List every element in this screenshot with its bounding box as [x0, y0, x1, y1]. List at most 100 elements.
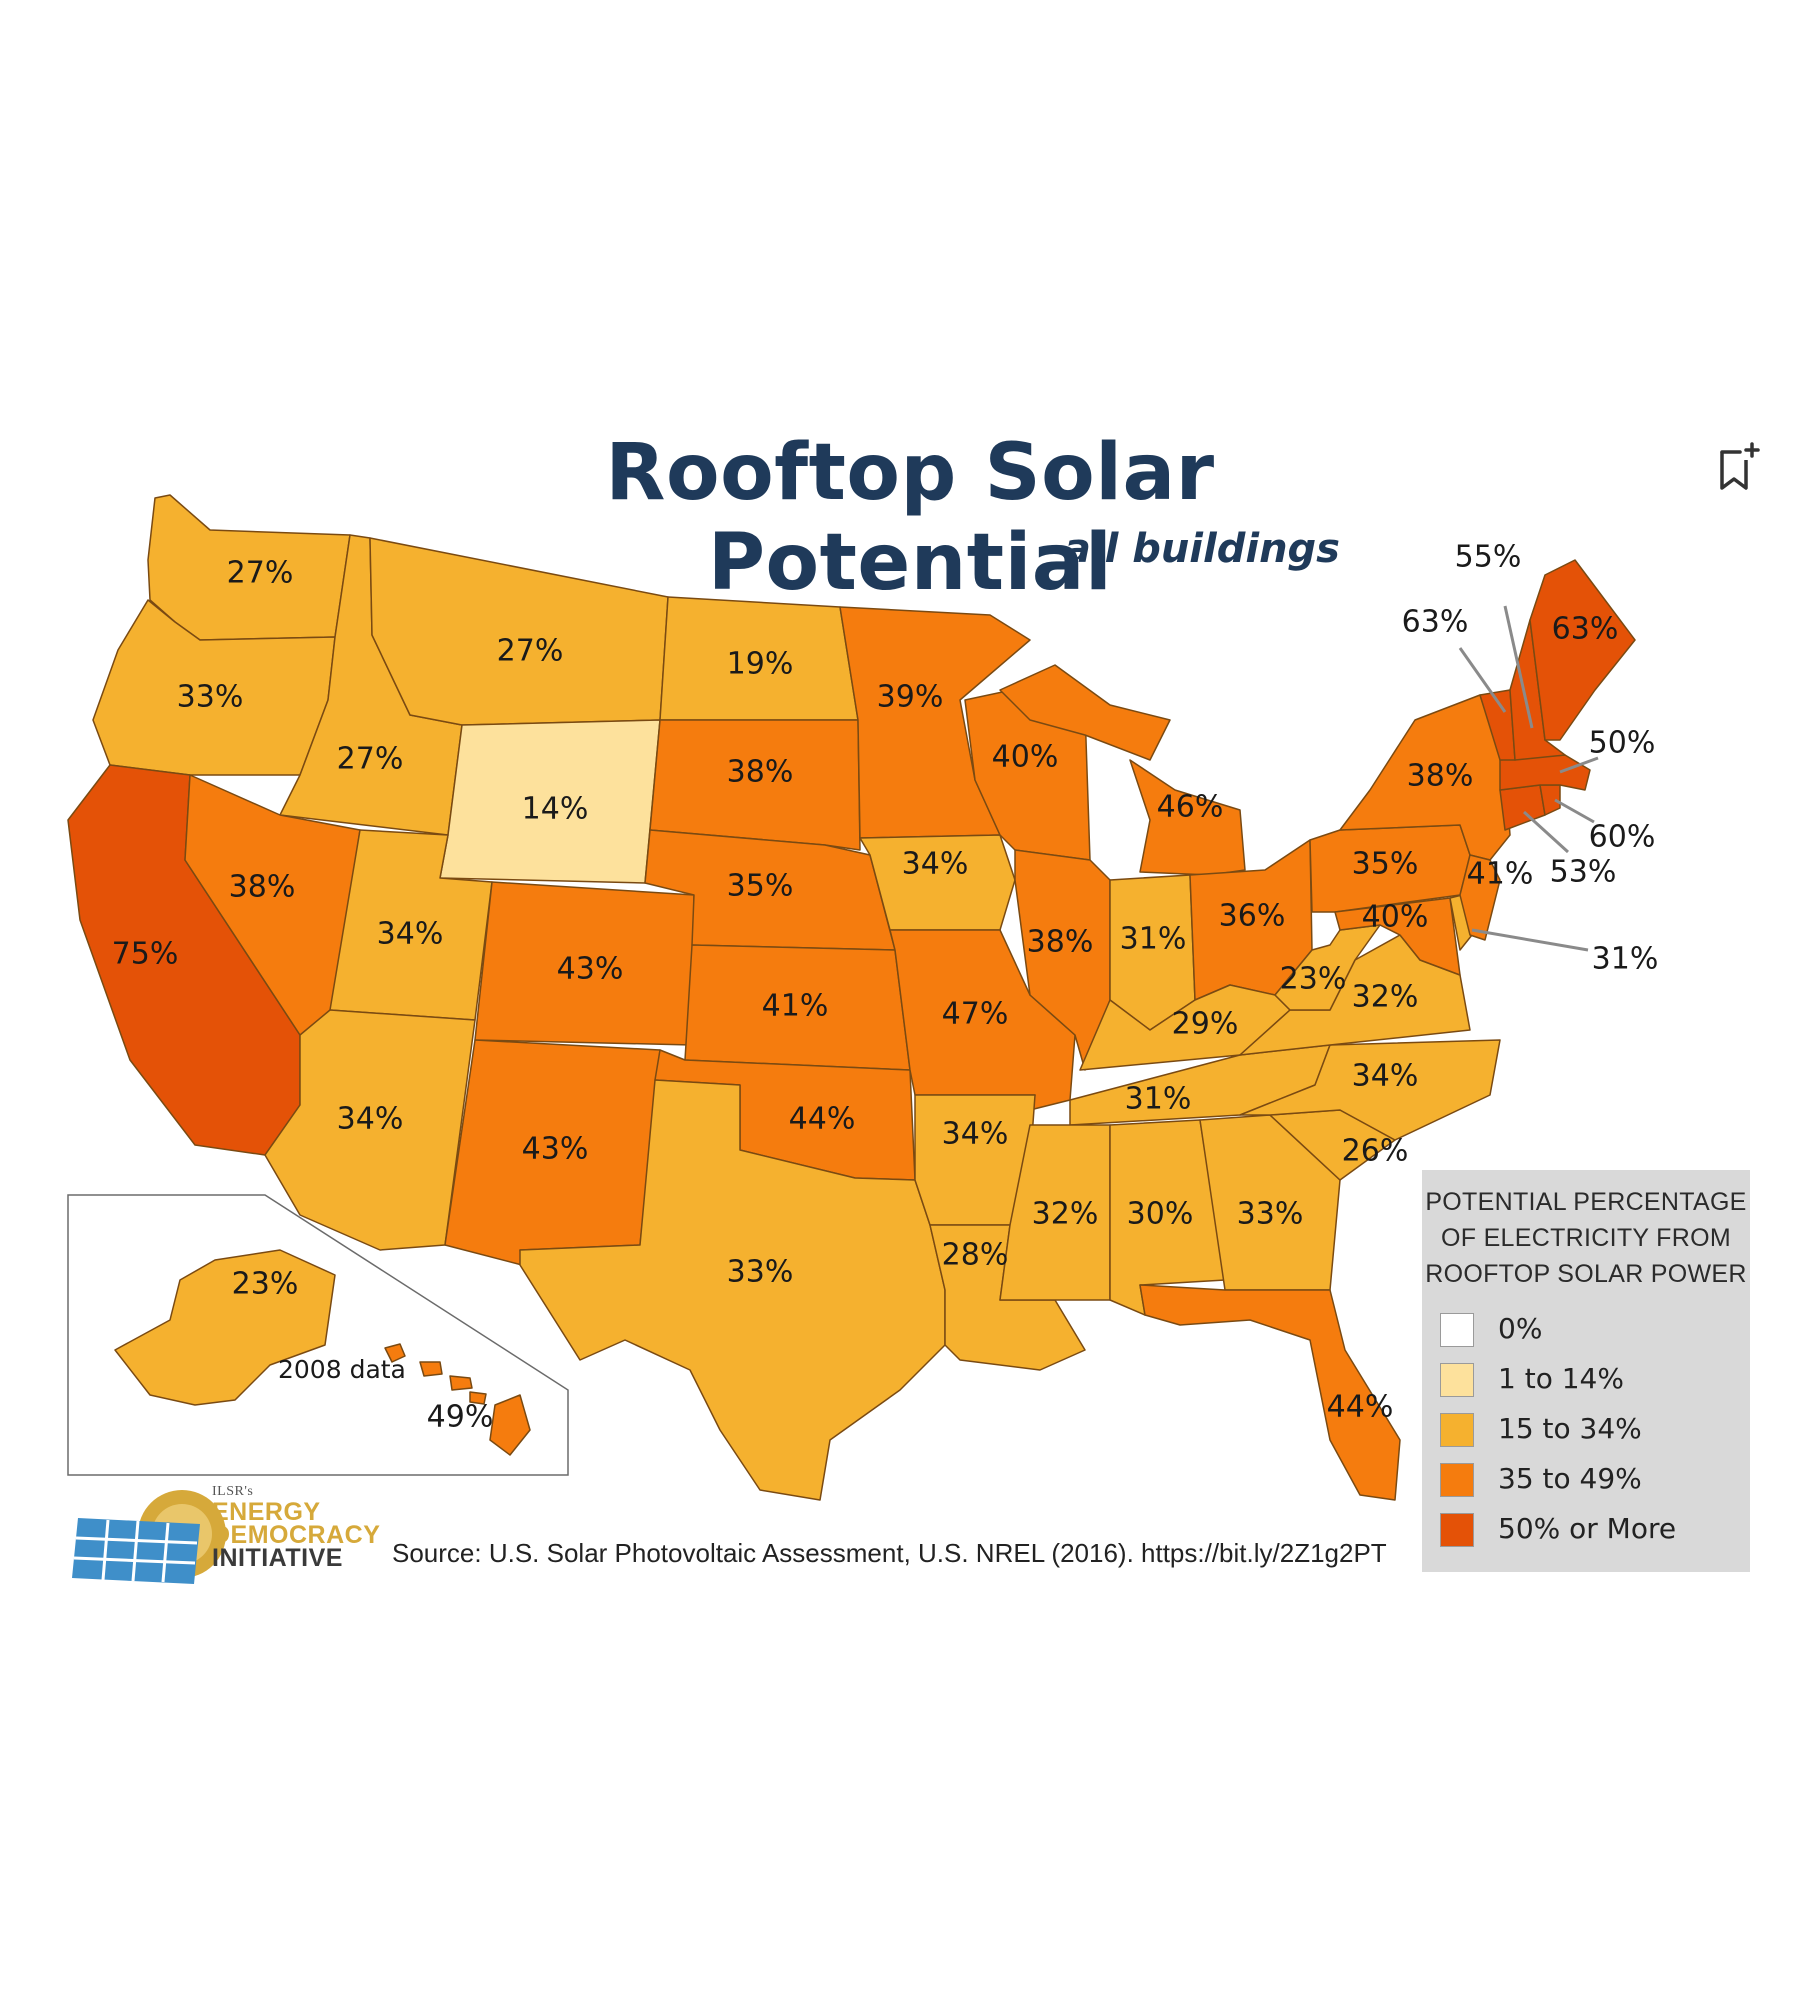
logo-line-3: INITIATIVE: [212, 1544, 343, 1572]
legend-label: 15 to 34%: [1498, 1412, 1642, 1445]
state-label-arkansas: 34%: [942, 1117, 1009, 1152]
state-label-arizona: 34%: [337, 1102, 404, 1137]
state-label-maine: 63%: [1552, 612, 1619, 647]
solar-panel-logo-icon: [72, 1490, 226, 1584]
state-label-virginia: 32%: [1352, 980, 1419, 1015]
legend-item-4: 50% or More: [1440, 1510, 1740, 1550]
state-label-massachusetts: 50%: [1589, 726, 1656, 761]
state-label-new-mexico: 43%: [522, 1132, 589, 1167]
state-hawaii-part-4[interactable]: [469, 1391, 487, 1405]
state-georgia[interactable]: [1199, 1114, 1341, 1291]
state-hawaii[interactable]: [489, 1394, 531, 1456]
state-texas[interactable]: [519, 1079, 946, 1501]
state-label-indiana: 31%: [1120, 922, 1187, 957]
state-label-louisiana: 28%: [942, 1238, 1009, 1273]
leader-line-new-hampshire: [1503, 605, 1534, 729]
state-alaska[interactable]: [114, 1249, 336, 1406]
state-label-georgia: 33%: [1237, 1197, 1304, 1232]
state-label-maryland: 40%: [1362, 900, 1429, 935]
state-label-oregon: 33%: [177, 680, 244, 715]
state-label-montana: 27%: [497, 634, 564, 669]
state-label-north-carolina: 34%: [1352, 1059, 1419, 1094]
map-subtitle: all buildings: [1063, 526, 1340, 572]
legend-label: 35 to 49%: [1498, 1462, 1642, 1495]
state-label-north-dakota: 19%: [727, 647, 794, 682]
state-label-wyoming: 14%: [522, 792, 589, 827]
state-label-washington: 27%: [227, 556, 294, 591]
state-hawaii-part-1[interactable]: [384, 1343, 406, 1363]
state-arizona[interactable]: [264, 1009, 476, 1251]
state-label-wisconsin: 40%: [992, 740, 1059, 775]
state-montana[interactable]: [369, 537, 669, 726]
state-maryland[interactable]: [1334, 897, 1461, 976]
state-label-west-virginia: 23%: [1280, 962, 1347, 997]
state-label-michigan: 46%: [1157, 790, 1224, 825]
state-label-ohio: 36%: [1219, 899, 1286, 934]
state-label-utah: 34%: [377, 917, 444, 952]
legend-title: POTENTIAL PERCENTAGE OF ELECTRICITY FROM…: [1422, 1184, 1750, 1292]
legend-item-3: 35 to 49%: [1440, 1460, 1740, 1500]
state-label-rhode-island: 60%: [1589, 820, 1656, 855]
state-label-pennsylvania: 35%: [1352, 847, 1419, 882]
legend-title-line-1: POTENTIAL PERCENTAGE: [1425, 1188, 1747, 1216]
state-label-south-carolina: 26%: [1342, 1134, 1409, 1169]
state-north-carolina[interactable]: [1239, 1039, 1501, 1141]
state-hawaii-part-2[interactable]: [419, 1361, 443, 1377]
state-label-kansas: 41%: [762, 989, 829, 1024]
legend: POTENTIAL PERCENTAGE OF ELECTRICITY FROM…: [1422, 1170, 1750, 1572]
state-massachusetts[interactable]: [1499, 754, 1591, 791]
logo-line-2: DEMOCRACY: [212, 1521, 381, 1549]
leader-line-connecticut: [1522, 810, 1570, 854]
legend-swatch: [1440, 1313, 1474, 1347]
state-label-colorado: 43%: [557, 952, 624, 987]
state-south-dakota[interactable]: [649, 719, 861, 851]
state-label-hawaii: 49%: [427, 1400, 494, 1435]
state-label-tennessee: 31%: [1125, 1082, 1192, 1117]
leader-line-vermont: [1458, 647, 1507, 713]
state-florida[interactable]: [1139, 1284, 1401, 1501]
state-label-nebraska: 35%: [727, 869, 794, 904]
state-label-idaho: 27%: [337, 742, 404, 777]
state-label-alabama: 30%: [1127, 1197, 1194, 1232]
state-label-iowa: 34%: [902, 847, 969, 882]
legend-label: 1 to 14%: [1498, 1362, 1624, 1395]
state-new-hampshire[interactable]: [1509, 619, 1566, 761]
state-michigan-part-1[interactable]: [999, 664, 1171, 761]
source-note: Source: U.S. Solar Photovoltaic Assessme…: [392, 1538, 1387, 1568]
logo-line-1: ENERGY: [212, 1498, 321, 1526]
state-wyoming[interactable]: [439, 719, 661, 884]
legend-swatch: [1440, 1513, 1474, 1547]
legend-label: 50% or More: [1498, 1512, 1677, 1545]
bookmark-add-icon[interactable]: [1712, 440, 1762, 496]
state-label-alaska: 23%: [232, 1267, 299, 1302]
state-label-connecticut: 53%: [1550, 855, 1617, 890]
state-label-new-hampshire: 55%: [1455, 540, 1522, 575]
legend-title-line-2: OF ELECTRICITY FROM: [1441, 1224, 1731, 1252]
state-labels: 27% 33% 75% 27% 38% 27% 14% 34% 34% 43% 43% 19% 38% 3…: [112, 540, 1659, 1435]
state-label-new-york: 38%: [1407, 759, 1474, 794]
state-label-california: 75%: [112, 937, 179, 972]
legend-title-line-3: ROOFTOP SOLAR POWER: [1425, 1260, 1747, 1288]
state-label-delaware: 31%: [1592, 942, 1659, 977]
legend-swatch: [1440, 1463, 1474, 1497]
state-label-texas: 33%: [727, 1255, 794, 1290]
state-maine[interactable]: [1529, 559, 1636, 741]
legend-item-1: 1 to 14%: [1440, 1360, 1740, 1400]
inset-note: 2008 data: [278, 1355, 406, 1384]
state-label-illinois: 38%: [1027, 925, 1094, 960]
state-hawaii-part-3[interactable]: [449, 1375, 473, 1391]
state-label-florida: 44%: [1327, 1390, 1394, 1425]
state-new-jersey[interactable]: [1459, 854, 1501, 941]
state-label-mississippi: 32%: [1032, 1197, 1099, 1232]
logo-small-text: ILSR's: [212, 1484, 254, 1499]
state-label-vermont: 63%: [1402, 605, 1469, 640]
state-label-kentucky: 29%: [1172, 1007, 1239, 1042]
state-label-oklahoma: 44%: [789, 1102, 856, 1137]
leader-line-rhode-island: [1554, 798, 1595, 824]
state-label-minnesota: 39%: [877, 680, 944, 715]
state-shapes: [67, 494, 1636, 1501]
legend-swatch: [1440, 1363, 1474, 1397]
state-label-south-dakota: 38%: [727, 755, 794, 790]
state-label-nevada: 38%: [229, 870, 296, 905]
